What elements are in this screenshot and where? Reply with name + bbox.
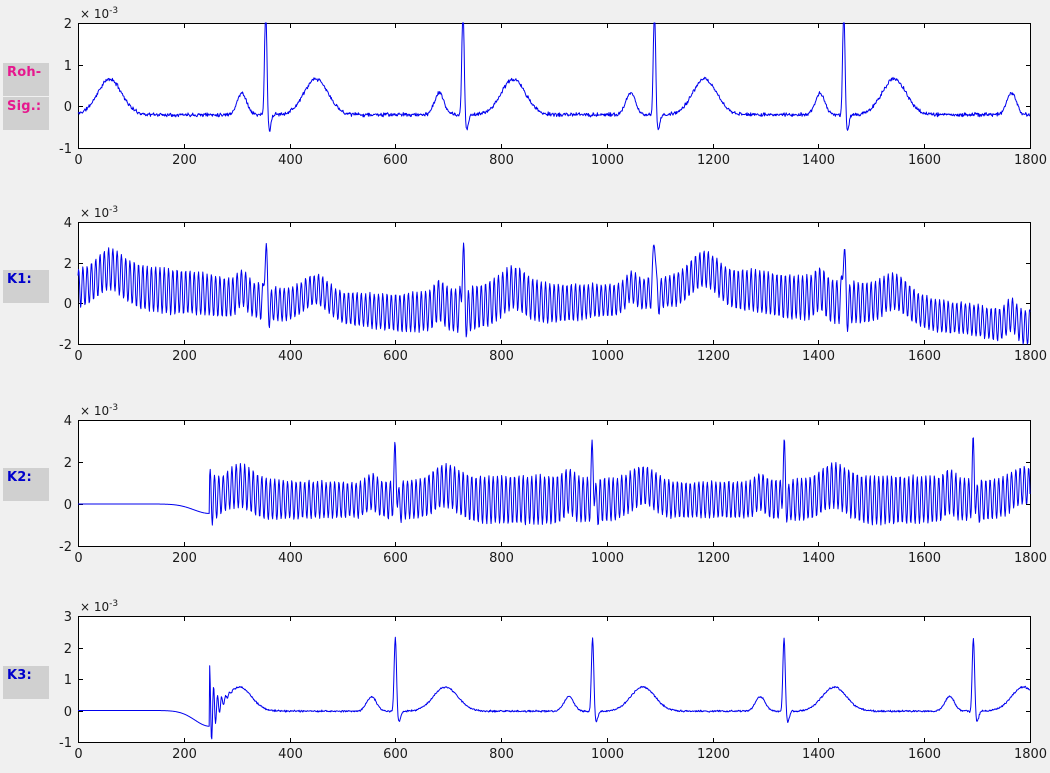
y-tick-label: 3 <box>64 610 72 625</box>
y-tick-label: -1 <box>59 736 72 751</box>
x-tick-label: 800 <box>489 153 514 168</box>
x-tick-label: 1400 <box>802 551 835 566</box>
axes-box <box>78 616 1031 743</box>
x-tick-label: 600 <box>383 153 408 168</box>
y-scale-exponent: × 10-3 <box>80 403 118 418</box>
x-tick-label: 1400 <box>802 349 835 364</box>
x-tick-label: 1200 <box>697 153 730 168</box>
side-label-roh-sig-0: Roh- <box>3 63 49 96</box>
y-tick-label: 4 <box>64 216 72 231</box>
y-tick-label: 2 <box>64 456 72 471</box>
x-tick-label: 600 <box>383 747 408 762</box>
subplot-k1: 0 200 400 600 800 1000 1200 1400 1600 1800-2024× … <box>59 205 1047 364</box>
x-tick-label: 400 <box>278 349 303 364</box>
x-tick-label: 0 <box>74 349 82 364</box>
x-tick-label: 1000 <box>591 153 624 168</box>
y-tick-label: -2 <box>59 540 72 555</box>
signal-trace-roh-sig <box>77 22 1031 132</box>
y-tick-label: 0 <box>64 100 72 115</box>
x-tick-label: 0 <box>74 153 82 168</box>
x-tick-label: 0 <box>74 747 82 762</box>
y-tick-label: 0 <box>64 297 72 312</box>
y-tick-label: 4 <box>64 414 72 429</box>
x-tick-label: 600 <box>383 551 408 566</box>
subplot-k3: 0 200 400 600 800 1000 1200 1400 1600 1800-10123×… <box>59 599 1047 762</box>
x-tick-label: 200 <box>172 153 197 168</box>
y-tick-label: 2 <box>64 642 72 657</box>
side-label-k1: K1: <box>3 270 49 303</box>
y-scale-exponent: × 10-3 <box>80 205 118 220</box>
side-label-k2: K2: <box>3 468 49 501</box>
x-tick-label: 400 <box>278 747 303 762</box>
y-tick-label: 1 <box>64 59 72 74</box>
x-tick-label: 200 <box>172 747 197 762</box>
axes-box <box>78 23 1031 149</box>
x-tick-label: 1800 <box>1014 349 1047 364</box>
x-tick-label: 1000 <box>591 747 624 762</box>
signal-trace-k2 <box>78 437 1031 526</box>
x-tick-label: 1200 <box>697 551 730 566</box>
y-tick-label: 2 <box>64 257 72 272</box>
y-tick-label: 0 <box>64 498 72 513</box>
x-tick-label: 200 <box>172 551 197 566</box>
y-tick-label: 2 <box>64 17 72 32</box>
x-tick-label: 1800 <box>1014 747 1047 762</box>
y-tick-label: 0 <box>64 705 72 720</box>
y-scale-exponent: × 10-3 <box>80 6 118 21</box>
x-tick-label: 1200 <box>697 747 730 762</box>
y-tick-label: 1 <box>64 673 72 688</box>
x-tick-label: 1400 <box>802 153 835 168</box>
x-tick-label: 400 <box>278 153 303 168</box>
subplot-k2: 0 200 400 600 800 1000 1200 1400 1600 1800-2024× … <box>59 403 1047 566</box>
x-tick-label: 400 <box>278 551 303 566</box>
x-tick-label: 800 <box>489 551 514 566</box>
x-tick-label: 1600 <box>908 747 941 762</box>
side-label-roh-sig-1: Sig.: <box>3 97 49 130</box>
x-tick-label: 1200 <box>697 349 730 364</box>
x-tick-label: 1800 <box>1014 551 1047 566</box>
y-tick-label: -2 <box>59 338 72 353</box>
x-tick-label: 1800 <box>1014 153 1047 168</box>
x-tick-label: 200 <box>172 349 197 364</box>
x-tick-label: 1600 <box>908 349 941 364</box>
y-scale-exponent: × 10-3 <box>80 599 118 614</box>
x-tick-label: 1000 <box>591 349 624 364</box>
x-tick-label: 1000 <box>591 551 624 566</box>
x-tick-label: 0 <box>74 551 82 566</box>
signal-trace-k3 <box>78 636 1031 740</box>
x-tick-label: 600 <box>383 349 408 364</box>
y-tick-label: -1 <box>59 142 72 157</box>
x-tick-label: 1400 <box>802 747 835 762</box>
subplot-roh-sig: 0 200 400 600 800 1000 1200 1400 1600 1800-1012× … <box>59 6 1047 168</box>
x-tick-label: 1600 <box>908 153 941 168</box>
x-tick-label: 800 <box>489 747 514 762</box>
signal-trace-k1 <box>77 242 1031 345</box>
x-tick-label: 1600 <box>908 551 941 566</box>
side-label-k3: K3: <box>3 666 49 699</box>
x-tick-label: 800 <box>489 349 514 364</box>
